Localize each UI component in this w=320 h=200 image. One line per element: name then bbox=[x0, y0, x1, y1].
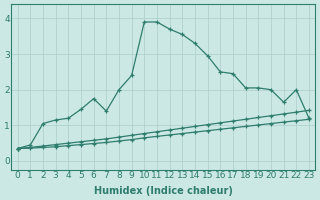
X-axis label: Humidex (Indice chaleur): Humidex (Indice chaleur) bbox=[94, 186, 233, 196]
